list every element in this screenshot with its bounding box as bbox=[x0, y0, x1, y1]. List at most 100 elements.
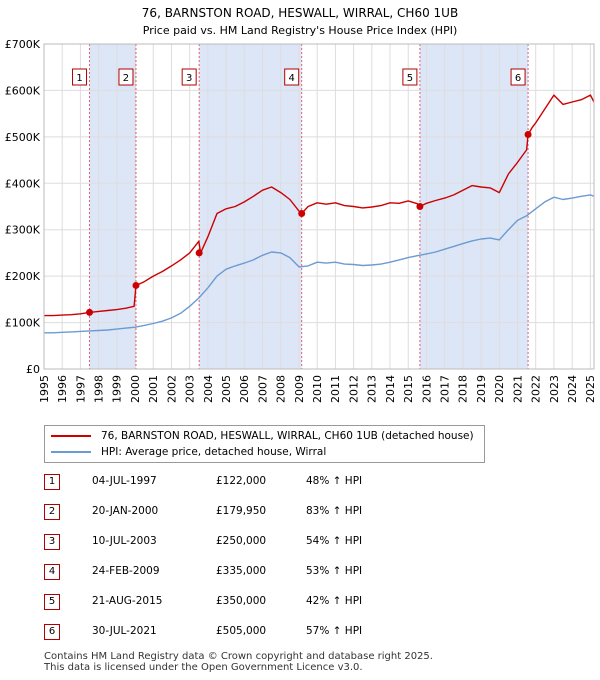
sale-date: 21-AUG-2015 bbox=[92, 595, 163, 607]
footer: Contains HM Land Registry data © Crown c… bbox=[44, 651, 433, 673]
shaded-period bbox=[89, 44, 136, 369]
x-tick-label: 2023 bbox=[548, 375, 561, 403]
sale-marker-label: 6 bbox=[515, 73, 521, 84]
sale-point bbox=[524, 131, 532, 139]
x-tick-label: 2005 bbox=[220, 375, 233, 403]
x-tick-label: 1999 bbox=[111, 375, 124, 403]
sale-date: 04-JUL-1997 bbox=[92, 475, 157, 487]
x-tick-label: 2024 bbox=[566, 375, 579, 403]
y-tick-label: £600K bbox=[5, 84, 41, 97]
sale-hpi-change: 57% ↑ HPI bbox=[306, 625, 363, 637]
sale-price: £250,000 bbox=[216, 535, 267, 547]
sale-date: 20-JAN-2000 bbox=[92, 505, 159, 517]
sale-marker-box bbox=[118, 68, 134, 86]
legend-swatch-price bbox=[51, 435, 91, 437]
y-tick-label: £700K bbox=[5, 38, 41, 51]
y-tick-label: £200K bbox=[5, 270, 41, 283]
sale-price: £505,000 bbox=[216, 625, 267, 637]
sale-row: 4 24-FEB-2009 £335,000 53% ↑ HPI bbox=[44, 562, 544, 582]
sale-row: 3 10-JUL-2003 £250,000 54% ↑ HPI bbox=[44, 532, 544, 552]
y-tick-label: £100K bbox=[5, 317, 41, 330]
sale-point bbox=[195, 249, 203, 257]
x-tick-label: 2006 bbox=[238, 375, 251, 403]
chart-subtitle: Price paid vs. HM Land Registry's House … bbox=[143, 24, 458, 37]
legend-label-price: 76, BARNSTON ROAD, HESWALL, WIRRAL, CH60… bbox=[101, 430, 474, 442]
x-tick-label: 2025 bbox=[584, 375, 597, 403]
y-tick-label: £400K bbox=[5, 177, 41, 190]
legend: 76, BARNSTON ROAD, HESWALL, WIRRAL, CH60… bbox=[44, 425, 485, 463]
x-tick-label: 1996 bbox=[56, 375, 69, 403]
sale-hpi-change: 83% ↑ HPI bbox=[306, 505, 363, 517]
sale-marker-box bbox=[72, 68, 88, 86]
x-tick-label: 2014 bbox=[384, 375, 397, 403]
legend-label-hpi: HPI: Average price, detached house, Wirr… bbox=[101, 446, 327, 458]
sale-hpi-change: 54% ↑ HPI bbox=[306, 535, 363, 547]
shaded-period bbox=[419, 44, 529, 369]
y-tick-label: £0 bbox=[26, 363, 40, 376]
legend-item-price: 76, BARNSTON ROAD, HESWALL, WIRRAL, CH60… bbox=[51, 429, 474, 443]
footer-licence: This data is licensed under the Open Gov… bbox=[44, 662, 363, 673]
legend-item-hpi: HPI: Average price, detached house, Wirr… bbox=[51, 445, 326, 459]
sale-marker-label: 1 bbox=[76, 73, 82, 84]
sale-marker-box bbox=[402, 68, 418, 86]
x-tick-label: 2013 bbox=[366, 375, 379, 403]
sale-marker-box bbox=[284, 68, 300, 86]
sale-number-badge: 6 bbox=[44, 624, 60, 640]
sale-marker-box bbox=[181, 68, 197, 86]
sale-number-badge: 2 bbox=[44, 504, 60, 520]
sale-date: 10-JUL-2003 bbox=[92, 535, 157, 547]
sale-row: 1 04-JUL-1997 £122,000 48% ↑ HPI bbox=[44, 472, 544, 492]
x-tick-label: 2001 bbox=[147, 375, 160, 403]
chart-title: 76, BARNSTON ROAD, HESWALL, WIRRAL, CH60… bbox=[142, 6, 458, 20]
sale-hpi-change: 42% ↑ HPI bbox=[306, 595, 363, 607]
shaded-period bbox=[199, 44, 302, 369]
sale-point bbox=[86, 308, 94, 316]
plot-frame bbox=[43, 43, 595, 370]
sale-price: £122,000 bbox=[216, 475, 267, 487]
x-tick-label: 2010 bbox=[311, 375, 324, 403]
sale-marker-label: 3 bbox=[186, 73, 192, 84]
x-tick-label: 2018 bbox=[457, 375, 470, 403]
sale-number-badge: 5 bbox=[44, 594, 60, 610]
x-tick-label: 2008 bbox=[275, 375, 288, 403]
sale-price: £335,000 bbox=[216, 565, 267, 577]
x-tick-label: 2016 bbox=[420, 375, 433, 403]
footer-copyright: Contains HM Land Registry data © Crown c… bbox=[44, 651, 433, 662]
sale-point bbox=[132, 281, 140, 289]
x-tick-label: 1995 bbox=[38, 375, 51, 403]
y-tick-label: £500K bbox=[5, 131, 41, 144]
sale-date: 30-JUL-2021 bbox=[92, 625, 157, 637]
x-tick-label: 1997 bbox=[74, 375, 87, 403]
y-tick-label: £300K bbox=[5, 224, 41, 237]
sale-marker-box bbox=[510, 68, 526, 86]
x-tick-label: 2003 bbox=[184, 375, 197, 403]
x-tick-label: 2009 bbox=[293, 375, 306, 403]
sale-number-badge: 4 bbox=[44, 564, 60, 580]
sale-date: 24-FEB-2009 bbox=[92, 565, 160, 577]
x-tick-label: 2011 bbox=[329, 375, 342, 403]
sale-hpi-change: 48% ↑ HPI bbox=[306, 475, 363, 487]
sale-price: £350,000 bbox=[216, 595, 267, 607]
sale-hpi-change: 53% ↑ HPI bbox=[306, 565, 363, 577]
sale-number-badge: 3 bbox=[44, 534, 60, 550]
sale-row: 5 21-AUG-2015 £350,000 42% ↑ HPI bbox=[44, 592, 544, 612]
x-tick-label: 2007 bbox=[256, 375, 269, 403]
sale-point bbox=[298, 209, 306, 217]
x-tick-label: 2020 bbox=[493, 375, 506, 403]
sale-price: £179,950 bbox=[216, 505, 267, 517]
x-tick-label: 2022 bbox=[530, 375, 543, 403]
sale-row: 2 20-JAN-2000 £179,950 83% ↑ HPI bbox=[44, 502, 544, 522]
x-tick-label: 2012 bbox=[347, 375, 360, 403]
x-tick-label: 2000 bbox=[129, 375, 142, 403]
x-tick-label: 2015 bbox=[402, 375, 415, 403]
hpi-line bbox=[44, 194, 595, 334]
sale-row: 6 30-JUL-2021 £505,000 57% ↑ HPI bbox=[44, 622, 544, 642]
x-tick-label: 1998 bbox=[92, 375, 105, 403]
x-tick-label: 2019 bbox=[475, 375, 488, 403]
sale-marker-label: 2 bbox=[123, 73, 129, 84]
legend-swatch-hpi bbox=[51, 451, 91, 453]
x-tick-label: 2017 bbox=[439, 375, 452, 403]
sale-number-badge: 1 bbox=[44, 474, 60, 490]
price-chart: 76, BARNSTON ROAD, HESWALL, WIRRAL, CH60… bbox=[5, 6, 597, 403]
sale-marker-label: 4 bbox=[289, 73, 295, 84]
